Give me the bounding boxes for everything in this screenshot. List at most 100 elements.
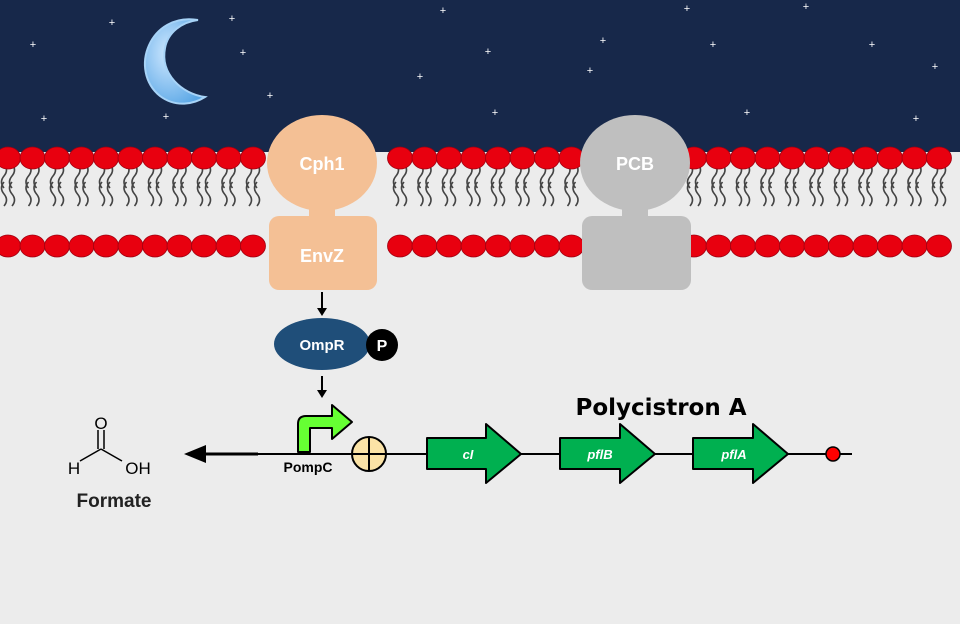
lipid-head bbox=[68, 234, 95, 258]
lipid-tail bbox=[547, 181, 555, 207]
product-label: Formate bbox=[77, 491, 152, 512]
lipid-head bbox=[19, 234, 46, 258]
envz-domain bbox=[269, 216, 377, 290]
lipid-head bbox=[705, 234, 732, 258]
lipid-tail bbox=[196, 181, 204, 207]
lipid-head bbox=[730, 146, 756, 170]
lipid-head bbox=[166, 234, 193, 258]
lipid-head bbox=[142, 234, 168, 258]
star-icon: + bbox=[587, 65, 593, 77]
lipid-tail bbox=[180, 181, 187, 207]
lipid-head bbox=[44, 146, 70, 170]
lipid-head bbox=[779, 146, 805, 170]
pcb-label: PCB bbox=[616, 154, 654, 174]
lipid-tail bbox=[564, 181, 571, 207]
lipid-head bbox=[534, 234, 560, 258]
lipid-tail bbox=[931, 181, 939, 207]
lipid-tail bbox=[572, 181, 579, 207]
gene-label: cI bbox=[463, 447, 474, 462]
lipid-head bbox=[117, 234, 144, 258]
ompr-regulator: OmpR P bbox=[274, 318, 398, 370]
lipid-tail bbox=[907, 181, 914, 207]
promoter-arrow-icon bbox=[297, 404, 353, 453]
lipid-tail bbox=[82, 181, 89, 207]
lipid-head bbox=[485, 146, 511, 170]
star-icon: + bbox=[932, 61, 938, 73]
lipid-tail bbox=[833, 181, 841, 207]
lipid-head bbox=[754, 146, 781, 170]
star-icon: + bbox=[600, 35, 606, 47]
star-icon: + bbox=[485, 46, 491, 58]
lipid-tail bbox=[866, 181, 873, 207]
ompr-label: OmpR bbox=[300, 337, 345, 354]
arrow-icon bbox=[317, 376, 327, 398]
gene-cassette: cI pflB pflA bbox=[426, 423, 789, 484]
lipid-head bbox=[852, 234, 879, 258]
envz-label: EnvZ bbox=[300, 246, 344, 266]
lipid-head bbox=[803, 234, 830, 258]
lipid-head bbox=[754, 234, 781, 258]
lipid-tail bbox=[229, 181, 236, 207]
lipid-tail bbox=[719, 181, 726, 207]
lipid-head bbox=[803, 146, 830, 170]
lipid-head bbox=[460, 146, 487, 170]
lipid-tail bbox=[33, 181, 40, 207]
cph1-domain bbox=[267, 115, 377, 211]
gene-pfla: pflA bbox=[692, 423, 789, 484]
lipid-head bbox=[215, 146, 242, 170]
lipid-tail bbox=[392, 181, 400, 207]
pcb-receptor: PCB bbox=[580, 115, 691, 290]
lipid-tail bbox=[760, 181, 767, 207]
gene-label: pflB bbox=[586, 447, 612, 462]
terminator-icon bbox=[825, 446, 841, 462]
lipid-tail bbox=[890, 181, 898, 207]
lipid-head bbox=[926, 146, 952, 170]
lipid-head bbox=[509, 234, 536, 258]
star-icon: + bbox=[240, 47, 246, 59]
lipid-head bbox=[19, 146, 46, 170]
lipid-head bbox=[779, 234, 805, 258]
lipid-head bbox=[901, 234, 928, 258]
lipid-tail bbox=[817, 181, 824, 207]
lipid-tail bbox=[0, 181, 8, 207]
moon-icon bbox=[143, 18, 208, 105]
lipid-tail bbox=[784, 181, 792, 207]
lipid-head bbox=[828, 146, 854, 170]
phosphate-label: P bbox=[377, 338, 388, 355]
lipid-head bbox=[191, 234, 217, 258]
star-icon: + bbox=[41, 113, 47, 125]
lipid-head bbox=[901, 146, 928, 170]
lipid-tail bbox=[417, 181, 424, 207]
lipid-tail bbox=[221, 181, 228, 207]
lipid-head bbox=[191, 146, 217, 170]
lipid-head bbox=[387, 234, 413, 258]
lipid-head bbox=[68, 146, 95, 170]
lipid-head bbox=[166, 146, 193, 170]
lipid-tail bbox=[400, 181, 408, 207]
promoter-label: PompC bbox=[284, 459, 333, 475]
lipid-tail bbox=[768, 181, 775, 207]
promoter-pompc: PompC bbox=[284, 404, 353, 475]
lipid-tail bbox=[939, 181, 947, 207]
lipid-tail bbox=[155, 181, 163, 207]
gene-label: pflA bbox=[720, 447, 746, 462]
lipid-tail bbox=[498, 181, 506, 207]
star-icon: + bbox=[440, 5, 446, 17]
lipid-head bbox=[558, 234, 585, 258]
lipid-head bbox=[436, 234, 462, 258]
rbs-icon bbox=[351, 436, 387, 472]
atom-oh: OH bbox=[125, 459, 151, 478]
lipid-tail bbox=[490, 181, 498, 207]
star-icon: + bbox=[109, 17, 115, 29]
lipid-head bbox=[877, 234, 903, 258]
cph1-envz-receptor: Cph1 EnvZ bbox=[267, 115, 377, 290]
arrow-icon bbox=[317, 292, 327, 316]
gene-pflb: pflB bbox=[559, 423, 656, 484]
lipid-tail bbox=[882, 181, 890, 207]
lipid-tail bbox=[539, 181, 547, 207]
lipid-head bbox=[240, 146, 266, 170]
operon-title: Polycistron A bbox=[575, 395, 746, 421]
lipid-head bbox=[852, 146, 879, 170]
star-icon: + bbox=[913, 113, 919, 125]
